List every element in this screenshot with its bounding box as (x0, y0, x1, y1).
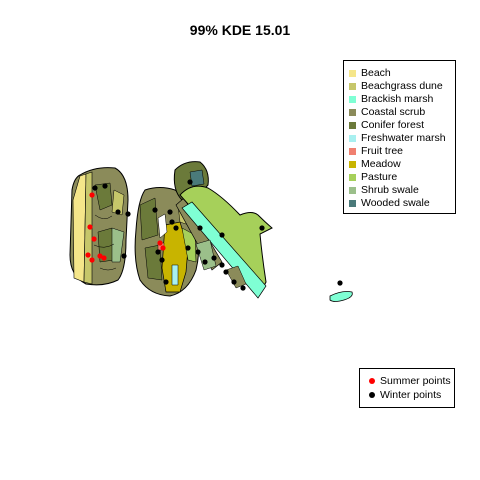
legend-swatch (349, 135, 356, 142)
winter-point (92, 185, 98, 191)
winter-point (185, 245, 191, 251)
winter-point (159, 257, 165, 263)
freshwater-marsh-patch (171, 264, 179, 286)
winter-point-marker (369, 392, 375, 398)
legend-label: Coastal scrub (361, 106, 426, 118)
conifer-forest-patch (139, 197, 159, 241)
winter-point (115, 209, 121, 215)
winter-point (102, 183, 108, 189)
legend-swatch (349, 96, 356, 103)
legend-label: Beach (361, 67, 391, 79)
winter-point (223, 269, 229, 275)
winter-point (211, 255, 217, 261)
winter-point (337, 280, 343, 286)
winter-point (125, 211, 131, 217)
legend-swatch (349, 70, 356, 77)
winter-point (155, 249, 161, 255)
summer-point (89, 192, 95, 198)
summer-points (85, 192, 166, 263)
legend-label: Brackish marsh (361, 93, 434, 105)
coastal-scrub-detail (93, 214, 117, 271)
summer-point (85, 252, 91, 258)
legend-swatch (349, 174, 356, 181)
winter-point (167, 209, 173, 215)
legend-swatch (349, 200, 356, 207)
winter-point (121, 253, 127, 259)
unmapped-gap (157, 213, 168, 239)
winter-point (259, 225, 265, 231)
legend-swatch (349, 161, 356, 168)
legend-label: Fruit tree (361, 145, 404, 157)
legend-swatch (349, 187, 356, 194)
map-title: 99% KDE 15.01 (189, 22, 291, 38)
legend-swatch (349, 122, 356, 129)
kde-polygon-east (173, 161, 273, 299)
winter-point (240, 285, 246, 291)
summer-point (87, 224, 93, 230)
shrub-swale-patch (111, 227, 125, 263)
legend-label: Wooded swale (361, 197, 430, 209)
legend-label: Winter points (380, 389, 442, 401)
beach-strip (72, 173, 87, 283)
kde-polygon-west (69, 167, 129, 286)
winter-point (195, 249, 201, 255)
legend-label: Summer points (380, 375, 451, 387)
legend-label: Beachgrass dune (361, 80, 443, 92)
winter-point (169, 219, 175, 225)
wooded-swale-patch (189, 169, 205, 187)
winter-point (163, 279, 169, 285)
winter-point (197, 225, 203, 231)
brackish-marsh-island (329, 291, 353, 302)
summer-point (157, 240, 163, 246)
winter-points (92, 179, 343, 291)
legend-label: Shrub swale (361, 184, 419, 196)
summer-point (160, 245, 166, 251)
legend-label: Pasture (361, 171, 398, 183)
shrub-swale-patch (195, 239, 217, 271)
summer-point (97, 253, 103, 259)
winter-point (202, 259, 208, 265)
summer-point (89, 257, 95, 263)
summer-point-marker (369, 378, 375, 384)
winter-point (152, 207, 158, 213)
legend-swatch (349, 148, 356, 155)
winter-point (219, 232, 225, 238)
winter-point (187, 179, 193, 185)
meadow-region (161, 221, 189, 293)
winter-point (219, 262, 225, 268)
legend-swatch (349, 109, 356, 116)
legend-label: Conifer forest (361, 119, 425, 131)
legend-swatch (349, 83, 356, 90)
habitat-legend: Beach Beachgrass dune Brackish marsh Coa… (343, 60, 456, 214)
winter-point (231, 279, 237, 285)
points-legend: Summer points Winter points (359, 368, 455, 408)
summer-point (101, 255, 107, 261)
legend-label: Meadow (361, 158, 401, 170)
legend-label: Freshwater marsh (361, 132, 446, 144)
summer-point (91, 236, 97, 242)
beachgrass-dune-patch (111, 189, 125, 216)
winter-point (173, 225, 179, 231)
